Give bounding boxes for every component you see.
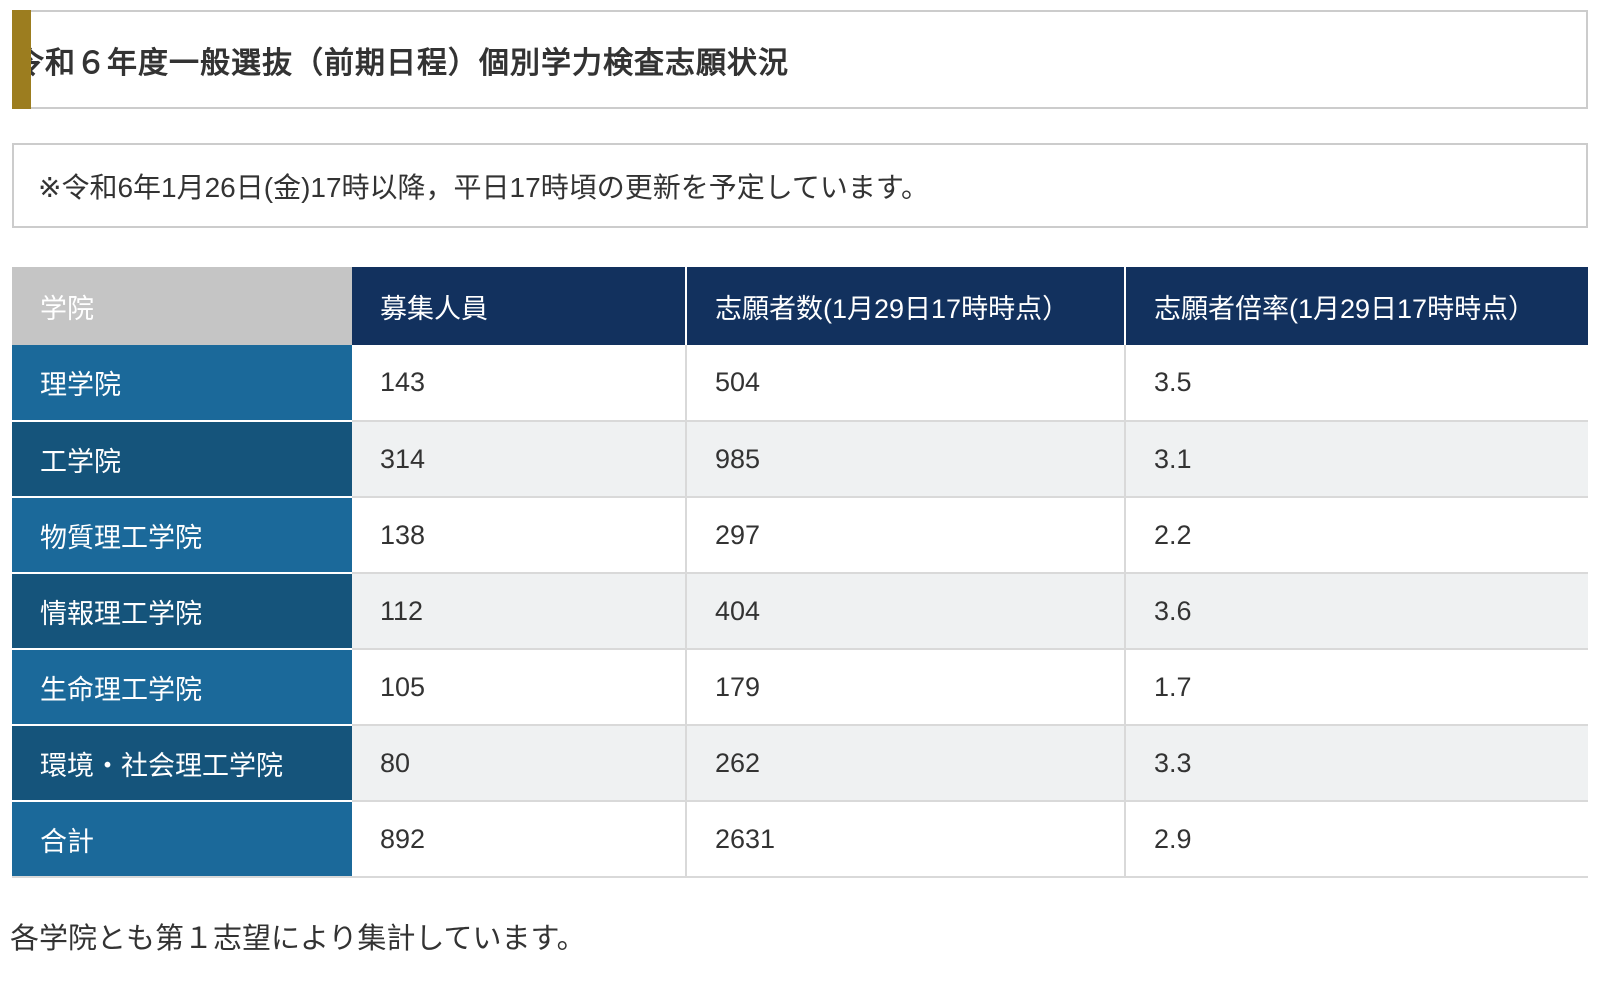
- applicants-value: 262: [685, 724, 1125, 801]
- page-title-box: 令和６年度一般選抜（前期日程）個別学力検査志願状況: [12, 10, 1588, 109]
- school-name: 環境・社会理工学院: [12, 724, 352, 801]
- table-row: 環境・社会理工学院 80 262 3.3: [12, 724, 1588, 801]
- table-total-row: 合計 892 2631 2.9: [12, 800, 1588, 878]
- ratio-value: 3.5: [1124, 345, 1588, 421]
- school-name: 物質理工学院: [12, 496, 352, 573]
- school-name-total: 合計: [12, 800, 352, 878]
- applicants-value: 404: [685, 572, 1125, 649]
- school-name: 工学院: [12, 420, 352, 497]
- ratio-value: 2.9: [1124, 800, 1588, 878]
- applicants-value: 179: [685, 648, 1125, 725]
- column-header-ratio: 志願者倍率(1月29日17時時点）: [1124, 267, 1588, 345]
- school-name: 理学院: [12, 345, 352, 421]
- ratio-value: 3.3: [1124, 724, 1588, 801]
- table-row: 物質理工学院 138 297 2.2: [12, 496, 1588, 573]
- applicants-value: 504: [685, 345, 1125, 421]
- table-row: 理学院 143 504 3.5: [12, 345, 1588, 421]
- table-row: 生命理工学院 105 179 1.7: [12, 648, 1588, 725]
- update-notice-box: ※令和6年1月26日(金)17時以降，平日17時頃の更新を予定しています。: [12, 143, 1588, 228]
- application-status-table: 学院 募集人員 志願者数(1月29日17時時点） 志願者倍率(1月29日17時時…: [12, 267, 1588, 878]
- capacity-value: 892: [352, 800, 686, 878]
- table-header-row: 学院 募集人員 志願者数(1月29日17時時点） 志願者倍率(1月29日17時時…: [12, 267, 1588, 345]
- applicants-value: 985: [685, 420, 1125, 497]
- ratio-value: 1.7: [1124, 648, 1588, 725]
- footnote-text: 各学院とも第１志望により集計しています。: [10, 923, 586, 955]
- school-name: 情報理工学院: [12, 572, 352, 649]
- update-notice-text: ※令和6年1月26日(金)17時以降，平日17時頃の更新を予定しています。: [38, 171, 930, 203]
- column-header-school: 学院: [12, 267, 352, 345]
- ratio-value: 3.6: [1124, 572, 1588, 649]
- column-header-capacity: 募集人員: [352, 267, 686, 345]
- capacity-value: 143: [352, 345, 686, 421]
- capacity-value: 314: [352, 420, 686, 497]
- page-title: 令和６年度一般選抜（前期日程）個別学力検査志願状況: [14, 46, 789, 80]
- applicants-value: 297: [685, 496, 1125, 573]
- school-name: 生命理工学院: [12, 648, 352, 725]
- applicants-value: 2631: [685, 800, 1125, 878]
- table-row: 工学院 314 985 3.1: [12, 420, 1588, 497]
- capacity-value: 138: [352, 496, 686, 573]
- column-header-applicants: 志願者数(1月29日17時時点）: [685, 267, 1125, 345]
- table-header: 学院 募集人員 志願者数(1月29日17時時点） 志願者倍率(1月29日17時時…: [12, 267, 1588, 345]
- capacity-value: 105: [352, 648, 686, 725]
- ratio-value: 3.1: [1124, 420, 1588, 497]
- capacity-value: 112: [352, 572, 686, 649]
- gold-accent-bar: [12, 10, 31, 109]
- ratio-value: 2.2: [1124, 496, 1588, 573]
- capacity-value: 80: [352, 724, 686, 801]
- table-row: 情報理工学院 112 404 3.6: [12, 572, 1588, 649]
